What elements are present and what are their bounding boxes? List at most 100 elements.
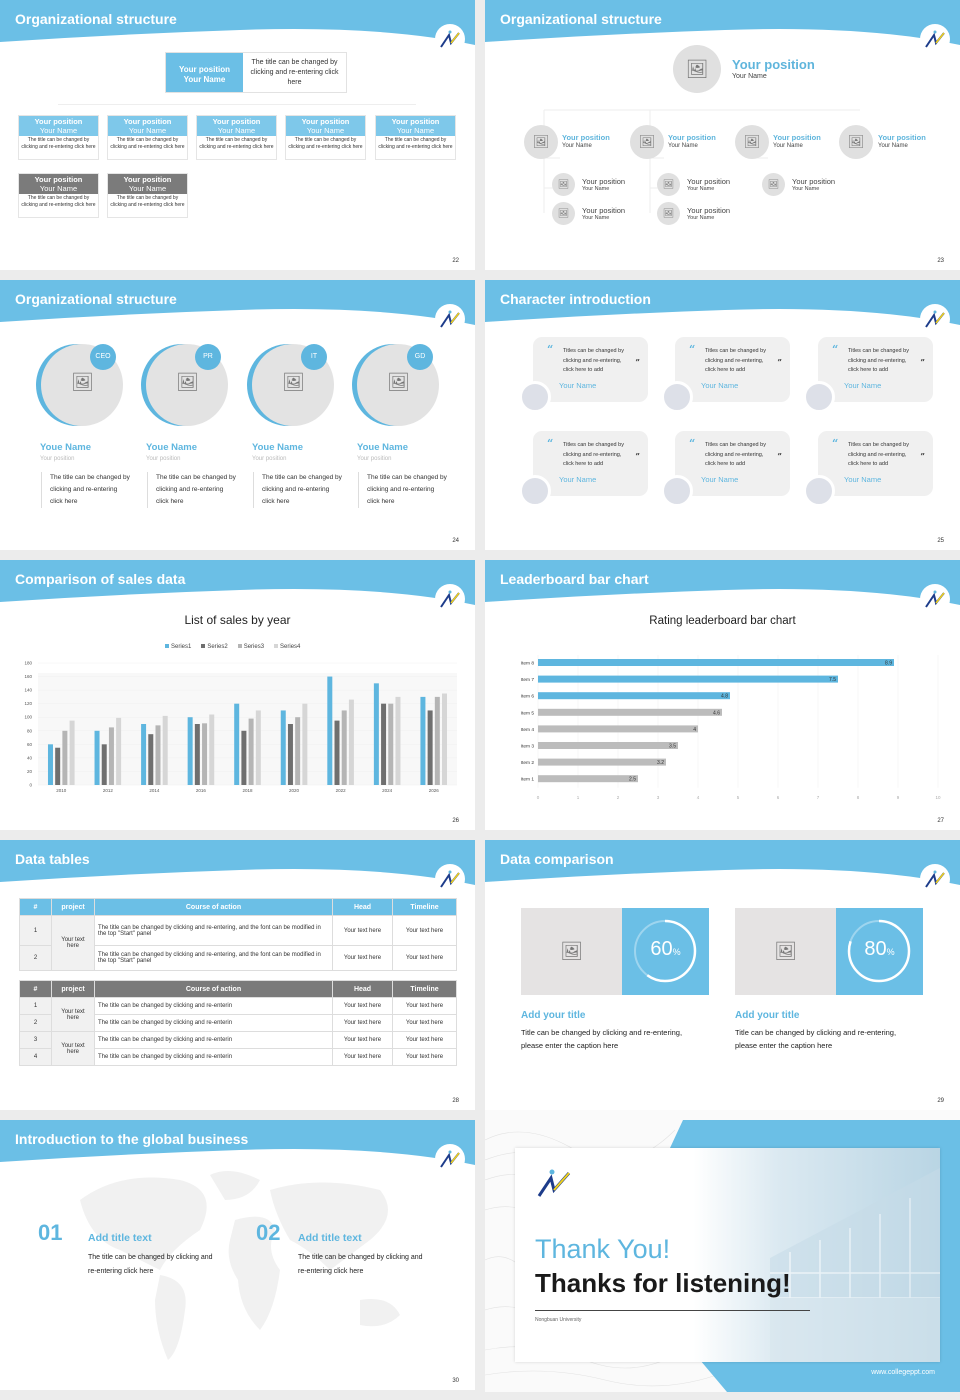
project-cell[interactable]: Your text here	[51, 915, 95, 971]
image-placeholder[interactable]: 🖼	[762, 173, 785, 196]
person-position: Your position	[40, 456, 75, 462]
slide-27[interactable]: Leaderboard bar chart Rating leaderboard…	[485, 560, 960, 830]
image-placeholder[interactable]: 🖼	[735, 908, 836, 995]
item-description: The title can be changed by clicking and…	[88, 1254, 213, 1275]
quote-card[interactable]: “ Titles can be changed by clicking and r…	[533, 431, 648, 496]
timeline-cell[interactable]: Your text here	[392, 945, 457, 971]
slide-header: Organizational structure	[0, 280, 475, 325]
percent-value: 80	[864, 938, 887, 960]
head-cell[interactable]: Your text here	[332, 1031, 393, 1049]
image-placeholder[interactable]: 🖼	[630, 125, 664, 159]
website-link[interactable]: www.collegeppt.com	[871, 1369, 935, 1376]
image-placeholder[interactable]: 🖼	[657, 202, 680, 225]
head-cell[interactable]: Your text here	[332, 997, 393, 1015]
svg-text:6: 6	[777, 795, 780, 800]
image-placeholder[interactable]: 🖼	[524, 125, 558, 159]
action-cell[interactable]: The title can be changed by clicking and…	[94, 915, 333, 946]
logo-icon	[920, 584, 950, 614]
org-box[interactable]: Your position Your Name The title can be c…	[18, 115, 99, 160]
name-label: Your Name	[183, 75, 226, 84]
legend-item: Series4	[274, 644, 300, 650]
org-box[interactable]: Your position Your Name The title can be c…	[107, 173, 188, 218]
table-header-row: # project Course of action Head Timeline	[19, 898, 457, 916]
percent-value: 60	[650, 938, 673, 960]
image-placeholder[interactable]: 🖼	[552, 202, 575, 225]
action-cell[interactable]: The title can be changed by clicking and…	[94, 1048, 333, 1066]
svg-text:180: 180	[24, 661, 32, 666]
timeline-cell[interactable]: Your text here	[392, 915, 457, 946]
position-label: Your position	[123, 175, 172, 184]
image-placeholder[interactable]: 🖼	[657, 173, 680, 196]
quote-card[interactable]: “ Titles can be changed by clicking and r…	[818, 431, 933, 496]
quote-card[interactable]: “ Titles can be changed by clicking and r…	[818, 337, 933, 402]
quote-card[interactable]: “ Titles can be changed by clicking and r…	[533, 337, 648, 402]
slide-26[interactable]: Comparison of sales data List of sales b…	[0, 560, 475, 830]
position-label: Your position	[773, 133, 821, 142]
timeline-cell[interactable]: Your text here	[392, 997, 457, 1015]
slide-28[interactable]: Data tables # project Course of action H…	[0, 840, 475, 1110]
head-cell[interactable]: Your text here	[332, 1048, 393, 1066]
org-box[interactable]: Your position Your Name The title can be c…	[107, 115, 188, 160]
percent-unit: %	[886, 947, 895, 957]
add-image-icon: 🖼	[557, 179, 570, 189]
chart-title: Rating leaderboard bar chart	[649, 615, 796, 627]
head-cell[interactable]: Your text here	[332, 915, 393, 946]
bar-chart: 0 1 2 3 4 5 6 7 8 9 10 8.9 Item 8 7.5 Item 7 4.8 Item 6 4…	[521, 655, 941, 800]
image-placeholder[interactable]: 🖼	[673, 45, 721, 93]
timeline-cell[interactable]: Your text here	[392, 1014, 457, 1032]
quote-card[interactable]: “ Titles can be changed by clicking and r…	[675, 337, 790, 402]
slide-25[interactable]: Character introduction “ Titles can be ch…	[485, 280, 960, 550]
action-cell[interactable]: The title can be changed by clicking and…	[94, 945, 333, 971]
person-name: Your Name	[559, 475, 597, 484]
slide-22[interactable]: Organizational structure Your position Yo…	[0, 0, 475, 270]
image-placeholder[interactable]: 🖼	[839, 125, 873, 159]
slide-29[interactable]: Data comparison 🖼 60% Add your title Tit…	[485, 840, 960, 1110]
person-name: Your Name	[701, 381, 739, 390]
svg-text:4.6: 4.6	[713, 710, 720, 716]
svg-text:Item 1: Item 1	[521, 777, 535, 783]
page-number: 27	[937, 818, 944, 824]
project-cell[interactable]: Your text here	[51, 997, 95, 1032]
item-title: Add title text	[88, 1232, 152, 1244]
org-box[interactable]: Your position Your Name The title can be c…	[196, 115, 277, 160]
org-box[interactable]: Your position Your Name The title can be c…	[285, 115, 366, 160]
slide-30[interactable]: Introduction to the global business 01 A…	[0, 1120, 475, 1390]
person-name: Your Name	[844, 381, 882, 390]
name-label: Your Name	[668, 143, 698, 149]
org-box[interactable]: Your position Your Name The title can be c…	[18, 173, 99, 218]
quote-text: Titles can be changed by clicking and re…	[563, 348, 624, 373]
header-wave	[485, 280, 960, 325]
top-position-box[interactable]: Your position Your Name The title can be …	[165, 52, 347, 93]
svg-text:7: 7	[817, 795, 820, 800]
slide-23[interactable]: Organizational structure 🖼 Your position…	[485, 0, 960, 270]
name-label: Your Name	[562, 143, 592, 149]
action-cell[interactable]: The title can be changed by clicking and…	[94, 1031, 333, 1049]
action-cell[interactable]: The title can be changed by clicking and…	[94, 1014, 333, 1032]
position-label: Your position	[391, 117, 440, 126]
timeline-cell[interactable]: Your text here	[392, 1048, 457, 1066]
image-placeholder[interactable]: 🖼	[521, 908, 622, 995]
timeline-cell[interactable]: Your text here	[392, 1031, 457, 1049]
svg-text:160: 160	[24, 674, 32, 679]
project-cell[interactable]: Your text here	[51, 1031, 95, 1066]
head-cell[interactable]: Your text here	[332, 945, 393, 971]
column-chart: 0 20 40 60 80 100 120 140 160 180 2010 2012 2014 2016…	[24, 661, 457, 793]
action-cell[interactable]: The title can be changed by clicking and…	[94, 997, 333, 1015]
person-position: Your position	[146, 456, 181, 462]
image-placeholder[interactable]: 🖼	[735, 125, 769, 159]
table-row: 1 Your text here The title can be change…	[19, 997, 457, 1032]
quote-card[interactable]: “ Titles can be changed by clicking and r…	[675, 431, 790, 496]
header-wave	[0, 1120, 475, 1165]
add-image-icon: 🖼	[638, 134, 656, 149]
org-box[interactable]: Your position Your Name The title can be c…	[375, 115, 456, 160]
item-title: Add your title	[735, 1010, 800, 1021]
role-badge: CEO	[90, 344, 116, 370]
data-table-1: # project Course of action Head Timeline…	[19, 898, 457, 971]
head-cell[interactable]: Your text here	[332, 1014, 393, 1032]
slide-24[interactable]: Organizational structure 🖼 CEO Youe Name…	[0, 280, 475, 550]
svg-text:1: 1	[577, 795, 580, 800]
add-image-icon: 🖼	[557, 208, 570, 218]
closing-slide[interactable]: Thank You! Thanks for listening! Nongbua…	[485, 1110, 960, 1392]
image-placeholder[interactable]: 🖼	[552, 173, 575, 196]
thank-you-heading: Thank You!	[535, 1234, 671, 1264]
